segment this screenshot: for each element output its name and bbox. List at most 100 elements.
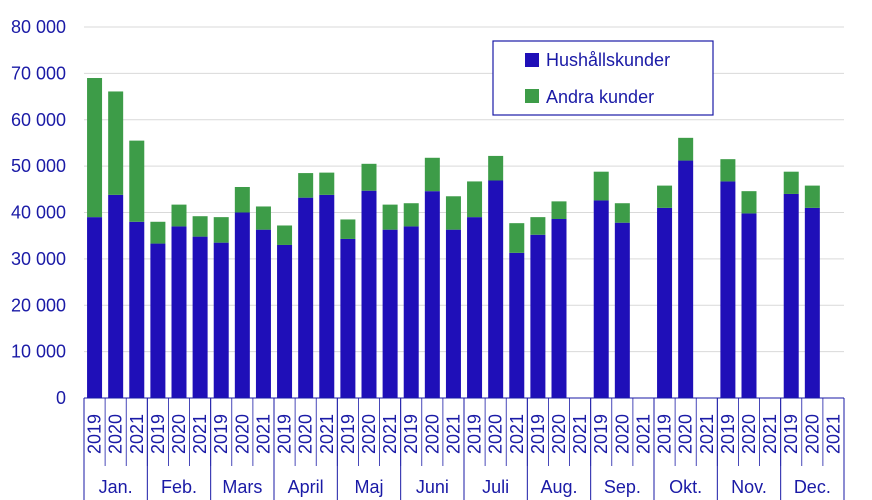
bar-hushallskunder <box>171 226 187 398</box>
bar-andra-kunder <box>319 172 335 195</box>
bar-hushallskunder <box>87 217 103 398</box>
bar-hushallskunder <box>593 200 609 398</box>
x-tick-label-month: April <box>288 477 324 497</box>
bar-hushallskunder <box>657 207 673 398</box>
bar-andra-kunder <box>150 221 166 244</box>
bar-andra-kunder <box>467 181 483 218</box>
gridlines <box>84 26 844 399</box>
y-tick-label: 60 000 <box>11 110 66 130</box>
bar-andra-kunder <box>403 203 419 227</box>
bar-andra-kunder <box>445 196 461 230</box>
x-tick-label-year: 2020 <box>106 414 126 454</box>
x-tick-label-month: Aug. <box>540 477 577 497</box>
bar-andra-kunder <box>593 171 609 201</box>
bar-andra-kunder <box>129 140 145 222</box>
x-tick-label-year: 2019 <box>148 414 168 454</box>
legend-label-andra-kunder: Andra kunder <box>546 87 654 107</box>
x-tick-label-year: 2021 <box>697 414 717 454</box>
bar-hushallskunder <box>678 160 694 398</box>
bar-hushallskunder <box>804 207 820 398</box>
legend: Hushållskunder Andra kunder <box>492 40 714 116</box>
x-tick-label-month: Nov. <box>731 477 767 497</box>
bar-andra-kunder <box>804 185 820 208</box>
x-tick-label-year: 2021 <box>380 414 400 454</box>
y-tick-label: 50 000 <box>11 156 66 176</box>
bar-hushallskunder <box>509 252 525 398</box>
bar-andra-kunder <box>741 191 757 214</box>
bar-hushallskunder <box>424 191 440 398</box>
bar-andra-kunder <box>171 204 187 227</box>
y-tick-label: 40 000 <box>11 203 66 223</box>
bar-hushallskunder <box>192 236 208 398</box>
bar-andra-kunder <box>614 203 630 223</box>
bar-andra-kunder <box>720 159 736 182</box>
bar-hushallskunder <box>108 194 124 398</box>
bar-andra-kunder <box>361 163 377 191</box>
x-tick-label-year: 2020 <box>486 414 506 454</box>
legend-swatch-hushallskunder <box>525 53 539 67</box>
bar-hushallskunder <box>445 229 461 398</box>
x-tick-label-year: 2019 <box>275 414 295 454</box>
y-tick-label: 30 000 <box>11 249 66 269</box>
bar-hushallskunder <box>720 181 736 398</box>
legend-swatch-andra-kunder <box>525 89 539 103</box>
bar-hushallskunder <box>150 243 166 398</box>
bar-andra-kunder <box>234 186 250 213</box>
x-tick-label-month: Jan. <box>99 477 133 497</box>
bar-andra-kunder <box>340 219 356 239</box>
x-tick-label-year: 2019 <box>338 414 358 454</box>
bar-andra-kunder <box>424 157 440 192</box>
x-tick-label-year: 2020 <box>169 414 189 454</box>
x-tick-label-year: 2019 <box>401 414 421 454</box>
y-axis-tick-labels: 0 10 000 20 000 30 000 40 000 50 000 60 000 70 … <box>11 17 66 408</box>
bar-hushallskunder <box>340 238 356 398</box>
x-tick-label-year: 2020 <box>739 414 759 454</box>
bar-hushallskunder <box>213 242 229 398</box>
y-tick-label: 20 000 <box>11 295 66 315</box>
x-tick-label-year: 2020 <box>232 414 252 454</box>
bars <box>87 78 820 398</box>
x-tick-label-month: Dec. <box>794 477 831 497</box>
bar-hushallskunder <box>614 222 630 398</box>
bar-andra-kunder <box>530 217 546 235</box>
x-tick-label-year: 2019 <box>781 414 801 454</box>
bar-hushallskunder <box>234 212 250 398</box>
x-tick-label-year: 2019 <box>211 414 231 454</box>
bar-andra-kunder <box>298 173 314 198</box>
x-tick-label-year: 2021 <box>253 414 273 454</box>
bar-hushallskunder <box>783 193 799 398</box>
bar-andra-kunder <box>509 223 525 253</box>
x-tick-label-year: 2019 <box>465 414 485 454</box>
bar-andra-kunder <box>678 137 694 161</box>
x-tick-label-month: Juli <box>482 477 509 497</box>
x-tick-label-year: 2019 <box>718 414 738 454</box>
x-tick-label-year: 2021 <box>633 414 653 454</box>
x-tick-label-month: Mars <box>222 477 262 497</box>
x-tick-label-month: Feb. <box>161 477 197 497</box>
x-tick-label-year: 2019 <box>655 414 675 454</box>
x-tick-label-year: 2020 <box>359 414 379 454</box>
bar-hushallskunder <box>488 180 504 398</box>
bar-hushallskunder <box>277 244 293 398</box>
x-tick-label-year: 2021 <box>127 414 147 454</box>
bar-hushallskunder <box>255 229 271 398</box>
x-tick-label-year: 2021 <box>317 414 337 454</box>
bar-andra-kunder <box>488 155 504 181</box>
x-tick-label-year: 2019 <box>528 414 548 454</box>
x-tick-label-year: 2020 <box>612 414 632 454</box>
x-tick-label-year: 2021 <box>507 414 527 454</box>
y-tick-label: 0 <box>56 388 66 408</box>
bar-andra-kunder <box>213 217 229 243</box>
y-tick-label: 80 000 <box>11 17 66 37</box>
x-tick-label-year: 2020 <box>296 414 316 454</box>
bar-hushallskunder <box>530 234 546 398</box>
bar-andra-kunder <box>551 201 567 219</box>
bar-hushallskunder <box>741 213 757 398</box>
bar-andra-kunder <box>657 185 673 208</box>
bar-andra-kunder <box>277 225 293 245</box>
bar-hushallskunder <box>361 190 377 398</box>
x-tick-label-month: Juni <box>416 477 449 497</box>
x-tick-label-year: 2020 <box>549 414 569 454</box>
